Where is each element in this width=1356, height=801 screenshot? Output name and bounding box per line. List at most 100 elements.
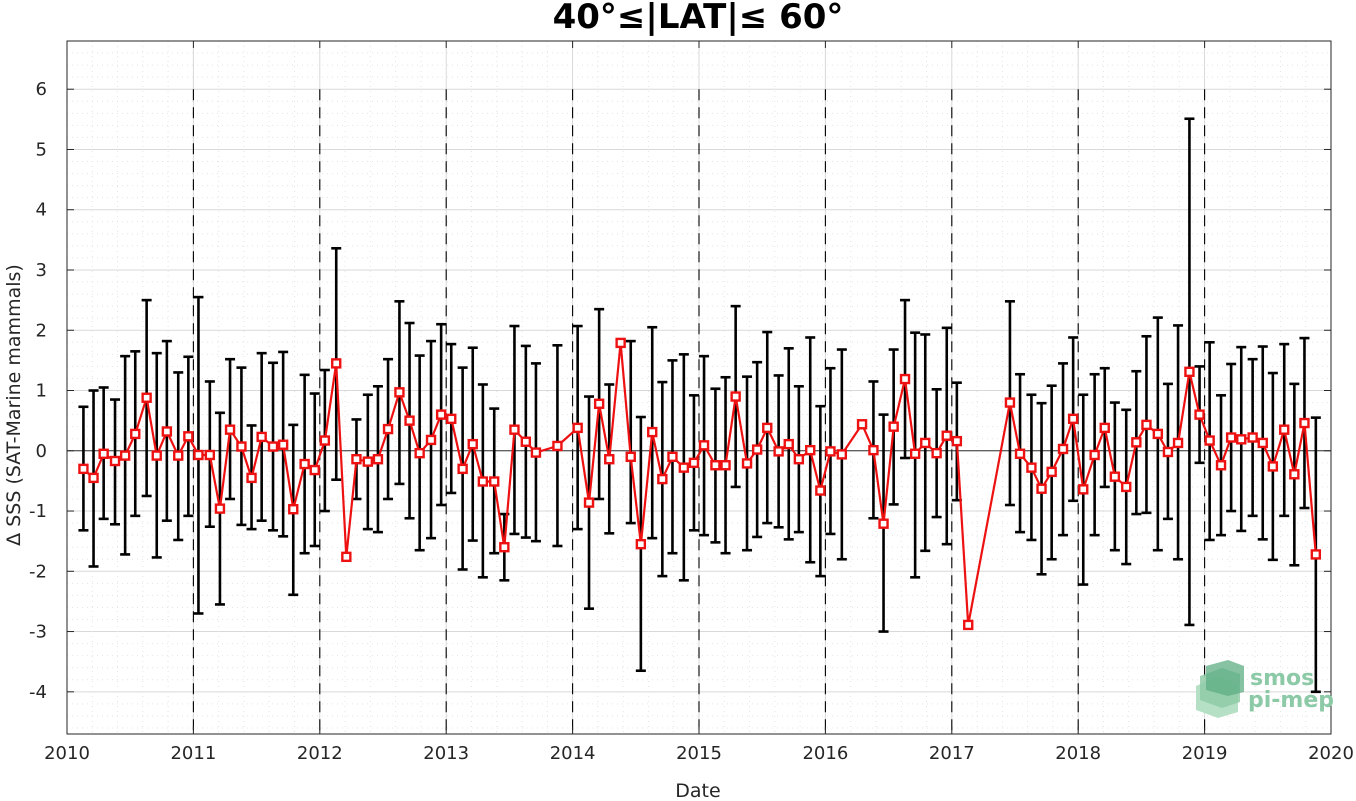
data-point-marker xyxy=(730,391,741,402)
data-point-marker xyxy=(277,439,289,450)
error-bar xyxy=(625,339,636,525)
x-tick-labels: 2010 2011 2012 2013 2014 2015 2016 2017 2018 2019… xyxy=(44,743,1354,764)
data-point-marker xyxy=(1194,409,1205,420)
data-point-marker xyxy=(299,458,310,470)
data-point-marker xyxy=(805,444,816,456)
axis-ticks xyxy=(66,41,1332,734)
data-point-marker xyxy=(688,457,700,469)
data-point-marker xyxy=(88,472,99,484)
data-point-marker xyxy=(1247,432,1258,443)
logo-mark-icon xyxy=(1196,660,1244,718)
data-point-marker xyxy=(288,504,299,515)
data-point-marker xyxy=(899,373,911,385)
data-point-marker xyxy=(710,460,721,471)
data-point-marker xyxy=(1236,434,1247,445)
data-point-marker xyxy=(1267,461,1279,472)
y-tick-label: 4 xyxy=(36,200,47,221)
data-point-marker xyxy=(825,446,836,457)
data-point-marker xyxy=(720,460,731,471)
data-point-marker xyxy=(214,503,226,514)
data-point-marker xyxy=(98,448,109,459)
y-tick-label: -2 xyxy=(29,561,47,582)
y-tick-label: 6 xyxy=(36,79,47,100)
data-point-marker xyxy=(425,434,437,446)
x-tick-label: 2018 xyxy=(1055,743,1101,764)
data-point-marker xyxy=(204,449,216,461)
data-point-marker xyxy=(362,456,374,467)
data-point-marker xyxy=(341,551,352,563)
x-tick-label: 2014 xyxy=(550,743,596,764)
x-tick-label: 2015 xyxy=(676,743,722,764)
data-point-marker xyxy=(246,472,257,484)
data-point-marker xyxy=(173,450,184,461)
data-point-marker xyxy=(1109,471,1121,482)
data-point-marker xyxy=(256,431,267,443)
data-point-marker xyxy=(888,421,899,432)
data-point-marker xyxy=(657,473,668,485)
data-point-marker xyxy=(868,444,879,456)
y-tick-labels: -4 -3 -2 -1 0 1 2 3 4 5 6 xyxy=(29,79,47,703)
x-tick-label: 2016 xyxy=(802,743,848,764)
data-point-marker xyxy=(773,446,784,457)
y-tick-label: -4 xyxy=(29,682,47,703)
data-point-marker xyxy=(509,424,520,435)
data-point-marker xyxy=(1014,448,1026,459)
data-point-marker xyxy=(1162,446,1174,458)
data-point-marker xyxy=(119,450,131,461)
data-point-marker xyxy=(1026,462,1037,473)
data-point-marker xyxy=(583,497,595,508)
data-point-marker xyxy=(319,435,331,446)
x-tick-label: 2010 xyxy=(44,743,90,764)
series-markers xyxy=(78,337,1322,631)
data-point-marker xyxy=(1067,413,1079,425)
data-point-marker xyxy=(698,440,710,451)
data-point-marker xyxy=(762,422,773,434)
data-point-marker xyxy=(1046,466,1057,478)
data-point-marker xyxy=(604,454,615,465)
y-tick-label: -3 xyxy=(29,622,47,643)
data-point-marker xyxy=(141,392,152,403)
data-point-marker xyxy=(382,423,394,435)
data-point-marker xyxy=(351,454,362,465)
y-tick-label: 0 xyxy=(36,441,47,462)
logo-text-pimep: pi-mep xyxy=(1248,688,1334,713)
data-point-marker xyxy=(467,438,478,450)
data-point-marker xyxy=(615,337,626,349)
x-axis-label: Date xyxy=(675,780,720,801)
data-point-marker xyxy=(931,447,942,459)
data-point-marker xyxy=(941,430,952,441)
data-point-marker xyxy=(520,436,532,447)
y-tick-label: 1 xyxy=(36,381,47,402)
data-point-marker xyxy=(1289,469,1300,480)
x-tick-label: 2013 xyxy=(423,743,469,764)
data-point-marker xyxy=(1225,432,1237,443)
data-point-marker xyxy=(489,476,500,487)
smos-pimep-logo: smos pi-mep xyxy=(1196,660,1334,718)
data-point-marker xyxy=(193,449,204,461)
x-tick-label: 2019 xyxy=(1182,743,1228,764)
data-point-marker xyxy=(741,458,753,469)
data-point-marker xyxy=(267,441,279,452)
data-point-marker xyxy=(625,451,636,462)
data-point-marker xyxy=(793,454,805,465)
x-tick-label: 2020 xyxy=(1308,743,1354,764)
data-point-marker xyxy=(593,398,605,409)
x-tick-label: 2011 xyxy=(170,743,216,764)
data-point-marker xyxy=(836,449,848,460)
data-point-marker xyxy=(920,437,931,449)
data-point-marker xyxy=(457,463,468,475)
data-point-marker xyxy=(130,428,141,440)
data-point-marker xyxy=(1184,366,1195,378)
logo-text-smos: smos xyxy=(1250,666,1314,691)
data-point-marker xyxy=(1078,484,1089,495)
data-point-marker xyxy=(1310,549,1322,560)
data-point-marker xyxy=(1204,435,1215,446)
data-point-marker xyxy=(109,455,121,467)
data-point-marker xyxy=(236,441,247,452)
data-point-marker xyxy=(404,415,415,426)
data-point-marker xyxy=(435,409,447,420)
data-point-marker xyxy=(1121,481,1132,493)
data-point-marker xyxy=(1057,443,1069,455)
data-point-marker xyxy=(963,619,974,631)
